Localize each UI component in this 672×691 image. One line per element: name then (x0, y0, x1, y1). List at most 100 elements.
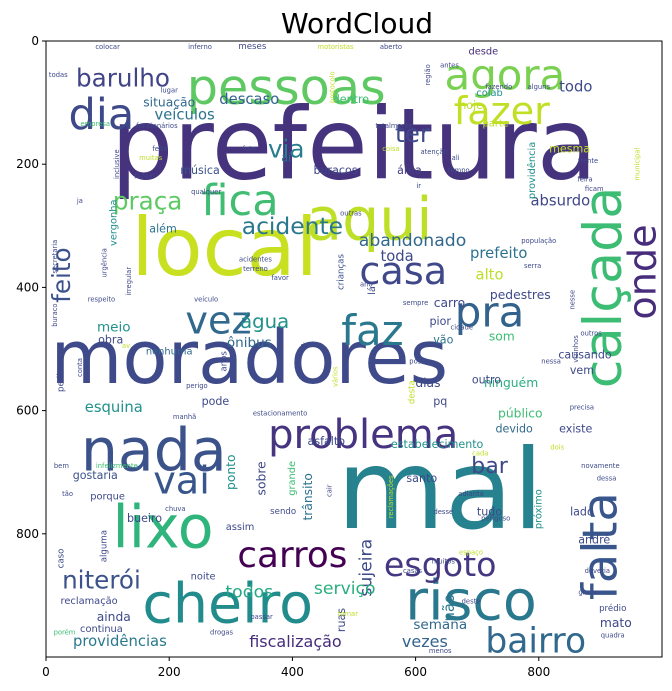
word-56: todo (559, 79, 592, 96)
word-93: santo (406, 472, 437, 485)
word-123: fazendo (485, 83, 512, 91)
word-141: ficam (585, 185, 604, 193)
word-100: bueiro (127, 512, 162, 525)
x-tick-label-1: 200 (158, 665, 181, 679)
word-109: ruas (335, 608, 348, 632)
word-15: dia (69, 90, 135, 140)
word-6: nada (81, 417, 227, 485)
word-103: alguma (100, 530, 110, 562)
word-143: qualquer (191, 188, 221, 196)
word-16: fica (201, 176, 278, 226)
word-159: sempre (403, 299, 428, 307)
word-75: lá (366, 286, 378, 295)
word-105: reclamação (61, 596, 118, 607)
word-19: vez (185, 299, 251, 343)
word-164: av (122, 342, 130, 350)
word-173: precisa (570, 404, 594, 412)
word-72: vão (433, 333, 453, 346)
word-23: carros (237, 535, 347, 576)
word-48: veículos (154, 106, 214, 123)
y-tick-label-4: 800 (16, 527, 39, 541)
word-188: muitos (432, 558, 456, 566)
word-18: casa (359, 250, 447, 294)
word-7: lixo (112, 494, 213, 562)
word-80: outro (472, 373, 501, 386)
word-73: obra (98, 333, 123, 346)
word-34: água (240, 310, 289, 333)
word-189: deveria (585, 567, 610, 575)
word-63: além (149, 222, 176, 235)
word-59: hoje (459, 99, 483, 112)
word-33: abandonado (359, 231, 466, 251)
word-120: aberto (380, 43, 402, 51)
x-axis: 0 200 400 600 800 (42, 657, 550, 679)
word-42: não (441, 594, 458, 621)
word-153: população (521, 237, 556, 245)
word-198: porém (54, 628, 76, 636)
word-187: espaço (459, 548, 483, 556)
y-tick-label-2: 400 (16, 280, 39, 294)
word-161: cidade (451, 323, 474, 331)
word-107: continua (80, 624, 123, 635)
word-126: protocolo (328, 71, 336, 103)
word-157: respeito (88, 296, 115, 304)
word-114: desta (408, 380, 418, 404)
word-155: ano (360, 280, 373, 288)
word-144: ir (416, 182, 421, 190)
word-169: perigo (186, 382, 208, 390)
word-1: mal (337, 426, 544, 555)
word-3: local (131, 201, 318, 294)
word-60: parte (483, 119, 509, 130)
word-36: serviço (314, 579, 376, 599)
word-97: andré (578, 533, 610, 546)
word-191: grave (578, 588, 597, 596)
word-102: sendo (270, 507, 296, 517)
word-119: motoristas (317, 43, 354, 51)
word-27: feito (47, 247, 76, 302)
word-96: próximo (532, 489, 544, 529)
word-5: calçada (573, 187, 634, 389)
word-154: serra (524, 262, 541, 270)
y-tick-label-1: 200 (16, 157, 39, 171)
word-108: noite (191, 571, 216, 582)
word-129: totalmente (375, 122, 412, 130)
word-148: urgência (101, 248, 109, 277)
word-10: pessoas (187, 58, 386, 116)
word-91: trânsito (301, 473, 315, 520)
word-47: descaso (219, 91, 279, 108)
word-170: vários (332, 366, 340, 387)
word-149: irregular (125, 267, 133, 296)
word-30: praça (113, 187, 182, 216)
word-58: dentro (333, 93, 370, 106)
word-68: aí (281, 152, 292, 165)
word-117: inferno (188, 43, 212, 51)
word-52: toda (380, 248, 413, 265)
word-76: crianças (337, 254, 347, 290)
word-86: pode (202, 395, 230, 408)
word-51: prefeito (470, 245, 527, 262)
word-66: buracos (313, 164, 357, 177)
word-64: vergonha (108, 199, 119, 246)
word-90: ponto (224, 454, 238, 490)
word-89: estabelecimento (391, 438, 484, 451)
word-12: falta (572, 492, 628, 600)
word-21: pra (455, 288, 524, 337)
word-45: esquina (85, 399, 143, 416)
word-32: ter (395, 119, 431, 148)
word-178: bem (54, 462, 69, 470)
word-193: quadra (601, 631, 625, 639)
word-124: antes (440, 62, 459, 70)
word-147: secretaria (51, 240, 59, 274)
word-69: providência (526, 142, 538, 199)
word-131: muitas (139, 154, 163, 162)
word-25: bairro (485, 622, 586, 662)
word-194: tomar (338, 610, 359, 618)
word-151: terreno (243, 265, 268, 273)
word-81: vem (570, 364, 594, 377)
word-136: atenção (420, 148, 447, 156)
word-50: absurdo (531, 193, 591, 210)
word-137: ali (452, 154, 460, 162)
word-142: municipal (633, 148, 641, 181)
word-31: via (268, 134, 305, 163)
word-158: veículo (194, 296, 218, 304)
